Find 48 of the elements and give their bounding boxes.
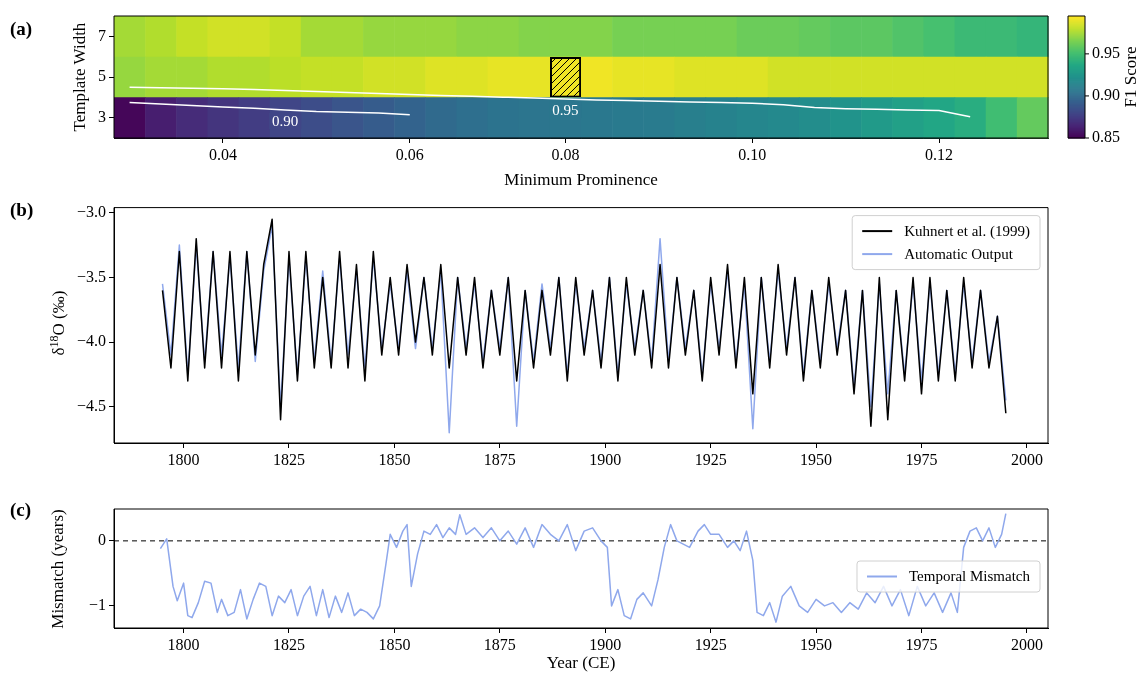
x-tick-label: 1950 <box>800 635 833 653</box>
x-tick-label: 0.06 <box>395 145 424 163</box>
x-tick-label: 2000 <box>1010 635 1043 653</box>
x-axis-title: Minimum Prominence <box>504 170 658 190</box>
x-tick-label: 0.10 <box>738 145 767 163</box>
y-tick-label: −1 <box>88 596 106 614</box>
x-tick-label: 1925 <box>694 450 727 468</box>
color-bar-label: 0.95 <box>1092 44 1120 62</box>
x-tick-label: 1800 <box>167 635 200 653</box>
y-tick-label: 7 <box>98 26 106 44</box>
y-axis-title: Template Width <box>70 22 90 132</box>
x-axis-title: Year (CE) <box>546 653 616 673</box>
y-tick-label: 3 <box>98 107 106 125</box>
chart-title: (a) <box>10 18 33 40</box>
y-tick-label: 5 <box>98 67 106 85</box>
x-tick-label: 1975 <box>905 635 938 653</box>
series-label: 0.95 <box>552 101 579 118</box>
y-tick-label: −3.5 <box>76 267 106 285</box>
x-tick-label: 1850 <box>378 450 411 468</box>
x-tick-label: 1900 <box>589 450 622 468</box>
x-tick-label: 1950 <box>800 450 833 468</box>
y-tick-label: −4.0 <box>76 332 106 350</box>
x-tick-label: 1825 <box>272 635 305 653</box>
x-tick-label: 2000 <box>1010 450 1043 468</box>
color-bar-label: 0.90 <box>1092 86 1120 104</box>
x-tick-label: 1975 <box>905 450 938 468</box>
chart-title: (c) <box>10 499 32 521</box>
series-label: 0.90 <box>272 112 299 129</box>
legend-label: Kuhnert et al. (1999) <box>904 223 1030 241</box>
x-tick-label: 1800 <box>167 450 200 468</box>
y-tick-label: −4.5 <box>76 396 106 414</box>
y-tick-label: 0 <box>98 531 106 549</box>
x-tick-label: 1875 <box>483 635 516 653</box>
x-tick-label: 0.04 <box>208 145 237 163</box>
y-axis-title: Mismatch (years) <box>48 508 68 629</box>
x-tick-label: 1900 <box>589 635 622 653</box>
x-tick-label: 1825 <box>272 450 305 468</box>
color-bar-label: 0.85 <box>1092 128 1120 146</box>
x-tick-label: 0.08 <box>551 145 580 163</box>
x-tick-label: 0.12 <box>925 145 954 163</box>
x-tick-label: 1925 <box>694 635 727 653</box>
color-bar-title: F1 Score <box>1121 46 1141 108</box>
x-tick-label: 1875 <box>483 450 516 468</box>
legend-label: Temporal Mismatch <box>909 568 1031 585</box>
legend-label: Automatic Output <box>904 246 1014 263</box>
x-tick-label: 1850 <box>378 635 411 653</box>
chart-title: (b) <box>10 199 34 221</box>
y-tick-label: −3.0 <box>76 202 106 220</box>
